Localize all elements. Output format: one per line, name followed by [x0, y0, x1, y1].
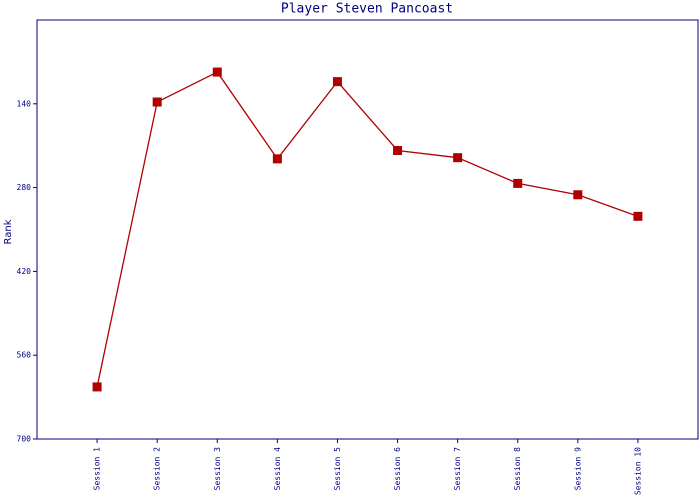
data-point [633, 211, 643, 221]
data-point [453, 153, 463, 163]
x-tick-label: Session 2 [153, 447, 162, 491]
data-point [92, 382, 102, 392]
data-point [152, 97, 162, 107]
y-axis-label: Rank [3, 219, 14, 244]
x-tick-label: Session 1 [93, 447, 102, 491]
data-point [393, 145, 403, 155]
x-tick-label: Session 7 [453, 447, 462, 491]
y-tick-label: 280 [17, 183, 32, 192]
x-tick-label: Session 5 [333, 447, 342, 491]
data-point [513, 178, 523, 188]
chart-title: Player Steven Pancoast [281, 2, 453, 17]
plot-frame [36, 19, 699, 440]
x-tick-label: Session 4 [273, 447, 282, 491]
data-point [212, 67, 222, 77]
x-tick-label: Session 8 [513, 447, 522, 491]
y-tick-label: 420 [17, 267, 32, 276]
data-point [272, 154, 282, 164]
y-tick-label: 140 [17, 99, 32, 108]
x-tick-label: Session 3 [213, 447, 222, 491]
y-tick-label: 700 [17, 435, 32, 444]
data-point [573, 190, 583, 200]
x-tick-label: Session 10 [633, 447, 642, 495]
x-tick-label: Session 6 [393, 447, 402, 491]
y-tick-label: 560 [17, 351, 32, 360]
series-line [96, 71, 639, 388]
x-tick-label: Session 9 [573, 447, 582, 491]
data-point [332, 77, 342, 87]
